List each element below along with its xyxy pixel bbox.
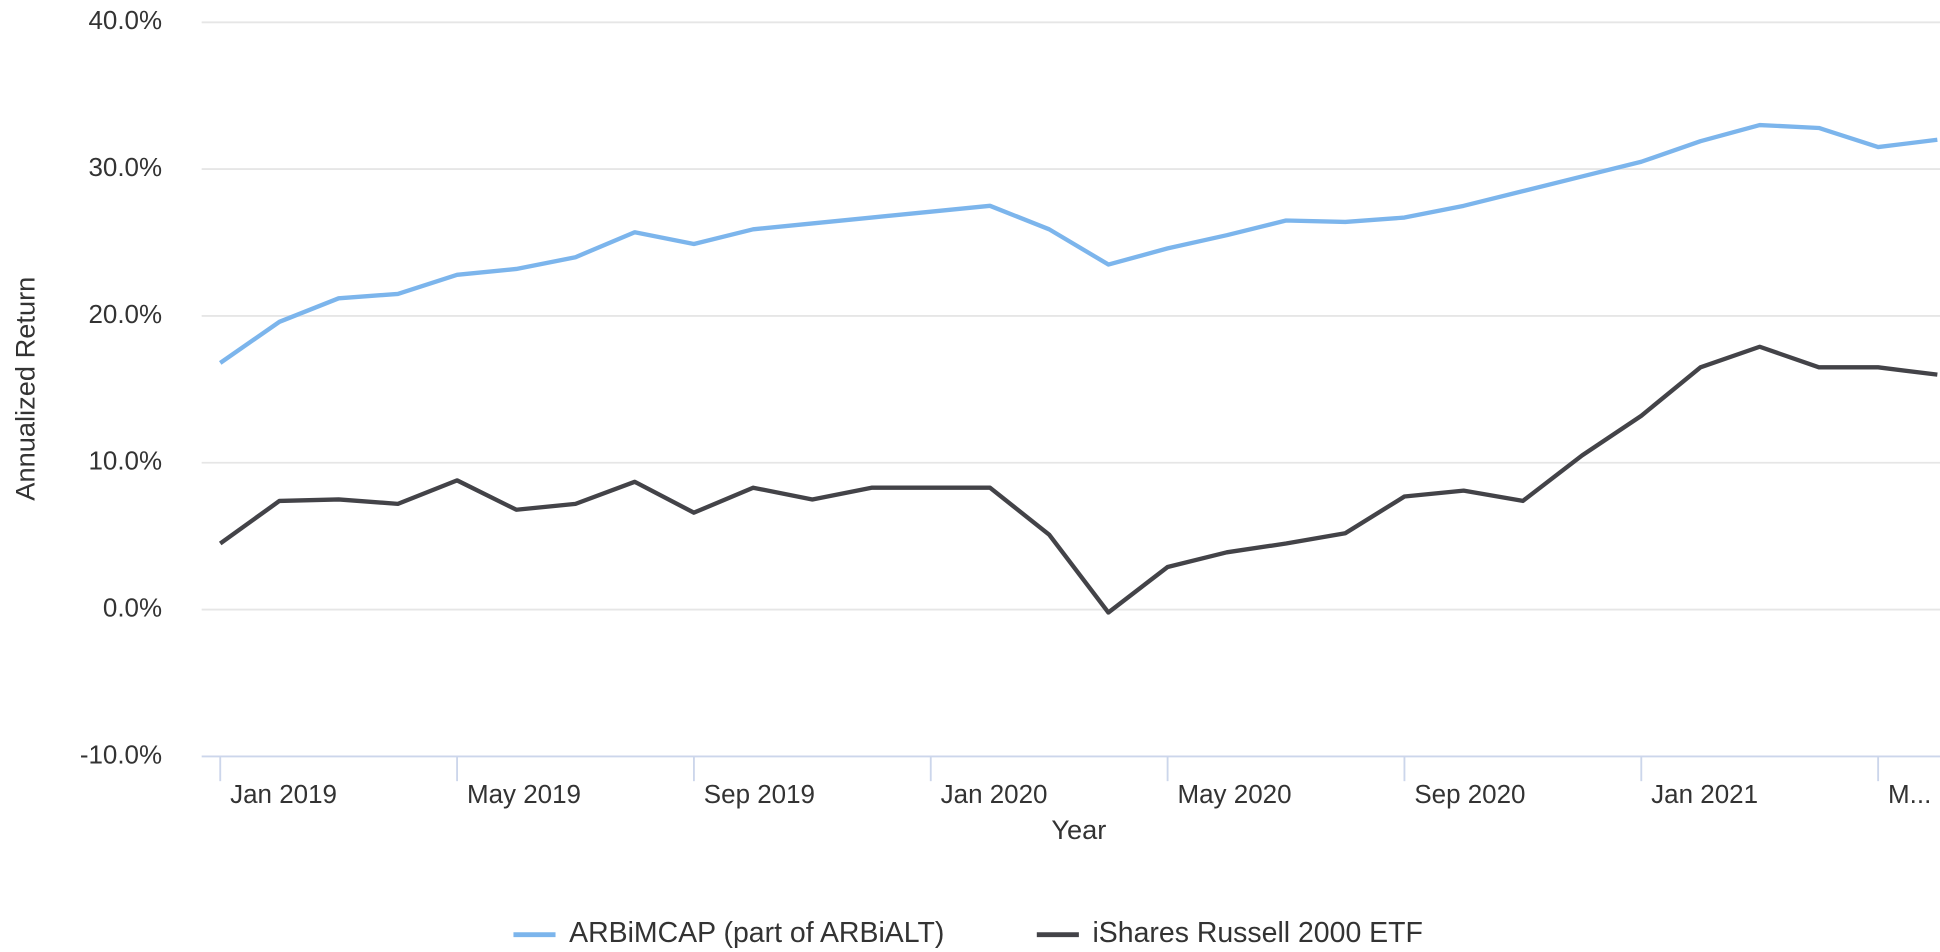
legend-label: ARBiMCAP (part of ARBiALT) xyxy=(569,917,944,949)
x-tick-label: Jan 2021 xyxy=(1651,779,1758,809)
x-tick-label: Jan 2020 xyxy=(941,779,1048,809)
x-tick-label: Jan 2019 xyxy=(230,779,337,809)
y-axis-title: Annualized Return xyxy=(9,277,40,501)
y-tick-label: 40.0% xyxy=(88,5,162,35)
y-tick-label: 0.0% xyxy=(103,592,162,622)
x-tick-label: May 2019 xyxy=(467,779,581,809)
x-tick-label: May 2020 xyxy=(1178,779,1292,809)
x-tick-label: M... xyxy=(1888,779,1931,809)
y-tick-label: 20.0% xyxy=(88,299,162,329)
x-axis-title: Year xyxy=(1051,814,1106,845)
plot-area xyxy=(218,122,1938,615)
x-tick-label: Sep 2020 xyxy=(1414,779,1525,809)
x-tick-label: Sep 2019 xyxy=(704,779,815,809)
line-series xyxy=(218,344,1938,615)
line-series xyxy=(218,122,1938,365)
y-tick-label: 30.0% xyxy=(88,152,162,182)
y-tick-label: 10.0% xyxy=(88,446,162,476)
legend-label: iShares Russell 2000 ETF xyxy=(1092,917,1422,949)
y-tick-label: -10.0% xyxy=(80,739,162,769)
